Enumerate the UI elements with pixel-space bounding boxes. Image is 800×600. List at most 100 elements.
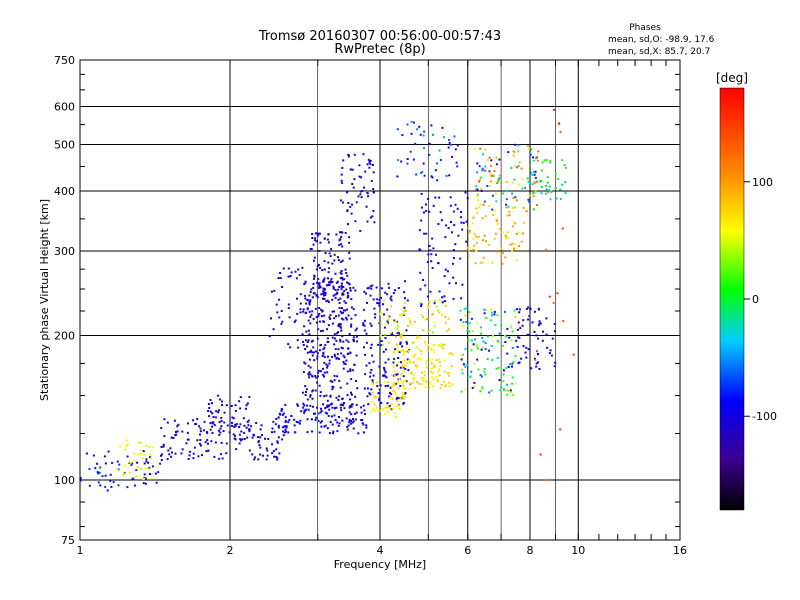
data-point [308, 358, 311, 361]
data-point [348, 241, 351, 244]
data-point [549, 159, 552, 162]
colorbar-tick-label: 0 [752, 293, 759, 306]
data-point [413, 320, 416, 323]
data-point [278, 316, 281, 319]
data-point [466, 197, 469, 200]
data-point [522, 319, 525, 322]
data-point [449, 196, 452, 199]
data-point [434, 299, 436, 302]
data-point [217, 394, 220, 397]
data-point [361, 422, 364, 425]
data-point [427, 198, 430, 200]
data-point [423, 374, 426, 377]
data-point [88, 468, 91, 471]
data-point [439, 361, 441, 364]
data-point [132, 478, 135, 481]
data-point [432, 378, 435, 381]
data-point [538, 322, 541, 325]
data-point [196, 418, 199, 420]
data-point [155, 481, 158, 484]
data-point [345, 288, 348, 291]
data-point [532, 208, 535, 211]
data-point [378, 397, 381, 400]
data-point [116, 468, 119, 471]
data-point [461, 372, 464, 375]
data-point [340, 179, 343, 182]
data-point [410, 120, 413, 123]
data-point [369, 322, 372, 325]
data-point [350, 391, 352, 394]
data-point [206, 439, 209, 442]
data-point [435, 253, 437, 256]
data-point [327, 301, 330, 304]
data-point [505, 181, 508, 184]
data-point [559, 198, 562, 200]
data-point [467, 249, 470, 252]
data-point [546, 346, 549, 349]
data-point [359, 190, 362, 193]
data-point [296, 339, 299, 342]
data-point [257, 458, 260, 461]
data-point [344, 268, 347, 271]
data-point [140, 449, 143, 452]
data-point [359, 193, 362, 196]
data-point [419, 271, 422, 274]
data-point [468, 311, 471, 314]
data-point [234, 434, 236, 437]
data-point [312, 282, 315, 285]
data-point [325, 284, 328, 287]
data-point [290, 414, 293, 417]
data-point [171, 451, 173, 454]
data-point [425, 232, 428, 235]
chart-title: Tromsø 20160307 00:56:00-00:57:43 [258, 29, 501, 44]
data-point [339, 403, 342, 406]
data-point [514, 196, 517, 199]
data-point [511, 225, 514, 228]
data-point [149, 473, 151, 475]
data-point [430, 370, 433, 373]
data-point [559, 428, 562, 431]
data-point [372, 383, 375, 386]
data-point [307, 329, 310, 332]
data-point [172, 436, 175, 439]
data-point [389, 397, 392, 399]
data-point [561, 183, 564, 186]
data-point [322, 353, 325, 356]
data-point [432, 371, 435, 374]
data-point [416, 128, 419, 131]
data-point [408, 317, 411, 320]
data-point [223, 411, 226, 414]
data-point [426, 318, 429, 320]
data-point [409, 150, 412, 153]
data-point [348, 257, 351, 260]
data-point [388, 404, 391, 407]
data-point [308, 310, 311, 313]
data-point [412, 341, 415, 344]
data-point [354, 329, 357, 332]
data-point [323, 356, 326, 359]
data-point [436, 379, 439, 382]
data-point [341, 292, 344, 295]
data-point [427, 330, 430, 333]
data-point [396, 325, 399, 327]
data-point [532, 192, 535, 195]
data-point [425, 359, 428, 362]
data-point [402, 379, 405, 382]
data-point [428, 386, 431, 389]
data-point [496, 222, 499, 225]
data-point [393, 411, 396, 414]
x-tick-label: 4 [377, 544, 384, 557]
data-point [340, 288, 343, 291]
data-point [118, 463, 121, 466]
data-point [341, 278, 344, 281]
data-point [415, 173, 418, 176]
data-point [484, 165, 487, 168]
data-point [386, 320, 389, 323]
data-point [371, 284, 374, 287]
data-point [447, 374, 450, 377]
data-point [404, 380, 407, 383]
data-point [401, 381, 404, 384]
data-point [245, 404, 248, 407]
data-point [326, 328, 329, 331]
data-point [342, 311, 344, 314]
